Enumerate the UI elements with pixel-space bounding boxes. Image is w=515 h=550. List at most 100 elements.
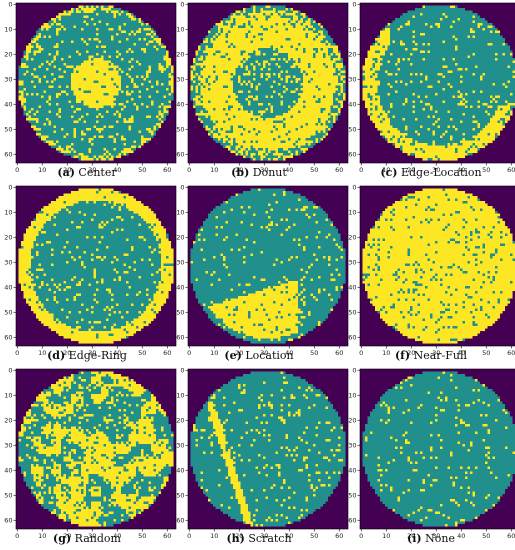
- normal-cell-run: [507, 85, 515, 89]
- normal-cell-run: [46, 213, 49, 217]
- defect-cell-run: [395, 303, 418, 307]
- normal-cell-run: [136, 140, 142, 144]
- normal-cell-run: [223, 226, 261, 229]
- normal-cell-run: [460, 90, 473, 94]
- defect-cell-run: [58, 108, 62, 111]
- defect-cell-run: [33, 53, 37, 56]
- normal-cell-run: [343, 256, 346, 259]
- y-tick-label: 50: [348, 126, 356, 134]
- normal-cell-run: [415, 283, 423, 287]
- defect-cell-run: [380, 218, 386, 222]
- defect-cell-run: [422, 236, 466, 239]
- defect-cell-run: [200, 110, 204, 114]
- defect-cell-run: [338, 246, 341, 249]
- normal-cell-run: [278, 53, 289, 56]
- normal-cell-run: [415, 261, 418, 264]
- normal-cell-run: [213, 25, 219, 29]
- defect-cell-run: [245, 153, 249, 156]
- defect-cell-run: [300, 278, 304, 282]
- defect-cell-run: [101, 55, 104, 59]
- normal-cell-run: [83, 90, 92, 94]
- normal-cell-run: [58, 95, 77, 99]
- defect-cell-run: [303, 78, 311, 81]
- normal-cell-run: [128, 379, 132, 382]
- defect-cell-run: [33, 75, 39, 79]
- defect-cell-run: [153, 226, 164, 229]
- defect-cell-run: [377, 105, 383, 109]
- normal-cell-run: [81, 100, 84, 104]
- normal-cell-run: [457, 143, 463, 146]
- normal-cell-run: [405, 206, 408, 209]
- normal-cell-run: [121, 391, 134, 395]
- defect-cell-run: [243, 53, 249, 56]
- normal-cell-run: [475, 128, 483, 131]
- normal-cell-run: [320, 246, 339, 249]
- defect-cell-run: [43, 23, 49, 26]
- normal-cell-run: [33, 35, 37, 39]
- defect-cell-run: [470, 196, 478, 199]
- defect-cell-run: [460, 80, 463, 84]
- normal-cell-run: [417, 198, 421, 202]
- defect-cell-run: [223, 28, 264, 31]
- defect-cell-run: [113, 140, 117, 144]
- normal-cell-run: [255, 133, 259, 136]
- normal-cell-run: [333, 73, 339, 76]
- defect-cell-run: [156, 238, 159, 242]
- normal-cell-run: [118, 65, 132, 69]
- defect-cell-run: [370, 115, 378, 119]
- normal-cell-run: [392, 125, 406, 129]
- defect-cell-run: [73, 414, 77, 417]
- defect-cell-run: [253, 5, 256, 9]
- normal-cell-run: [480, 286, 483, 289]
- defect-cell-run: [467, 55, 471, 59]
- defect-cell-run: [300, 333, 304, 337]
- defect-cell-run: [46, 434, 49, 437]
- defect-cell-run: [151, 133, 154, 136]
- normal-cell-run: [113, 206, 119, 209]
- normal-cell-run: [265, 148, 269, 151]
- defect-cell-run: [233, 130, 249, 134]
- defect-cell-run: [220, 133, 241, 136]
- defect-cell-run: [96, 158, 99, 161]
- normal-cell-run: [158, 115, 162, 119]
- defect-cell-run: [460, 75, 463, 79]
- normal-cell-run: [101, 401, 107, 405]
- defect-cell-run: [335, 98, 339, 101]
- normal-cell-run: [151, 258, 162, 262]
- normal-cell-run: [290, 258, 316, 262]
- normal-cell-run: [377, 43, 381, 46]
- x-tick-label: 20: [235, 166, 243, 174]
- normal-cell-run: [440, 23, 478, 26]
- normal-cell-run: [457, 233, 461, 237]
- defect-cell-run: [31, 416, 34, 420]
- normal-cell-run: [462, 80, 508, 84]
- defect-cell-run: [56, 421, 59, 425]
- normal-cell-run: [265, 18, 269, 21]
- normal-cell-run: [200, 226, 216, 229]
- normal-cell-run: [205, 35, 214, 39]
- defect-cell-run: [502, 258, 513, 262]
- normal-cell-run: [290, 150, 296, 154]
- normal-cell-run: [367, 93, 371, 96]
- normal-cell-run: [128, 281, 154, 284]
- defect-cell-run: [215, 233, 219, 237]
- defect-cell-run: [158, 281, 162, 284]
- normal-cell-run: [318, 206, 321, 209]
- normal-cell-run: [203, 55, 206, 59]
- normal-cell-run: [343, 83, 346, 86]
- normal-cell-run: [228, 58, 231, 61]
- normal-cell-run: [33, 416, 44, 420]
- defect-cell-run: [243, 60, 246, 64]
- normal-cell-run: [375, 70, 386, 74]
- normal-cell-run: [225, 263, 274, 267]
- defect-cell-run: [315, 70, 336, 74]
- normal-cell-run: [38, 135, 42, 139]
- normal-cell-run: [377, 218, 381, 222]
- normal-cell-run: [240, 145, 244, 149]
- defect-cell-run: [370, 48, 388, 51]
- defect-cell-run: [53, 424, 62, 427]
- normal-cell-run: [263, 28, 269, 31]
- defect-cell-run: [495, 226, 508, 229]
- normal-cell-run: [250, 25, 254, 29]
- normal-cell-run: [36, 291, 54, 294]
